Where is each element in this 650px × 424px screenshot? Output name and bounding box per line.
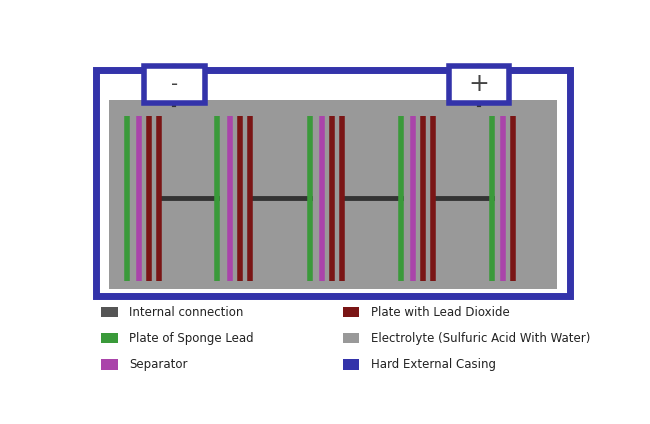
Bar	[96, 70, 570, 296]
Bar	[144, 66, 205, 103]
Bar	[449, 66, 510, 103]
Bar	[101, 333, 118, 343]
Bar	[101, 307, 118, 317]
Text: Plate of Sponge Lead: Plate of Sponge Lead	[129, 332, 254, 345]
Text: Internal connection: Internal connection	[129, 306, 244, 318]
Bar	[343, 333, 359, 343]
Bar	[109, 100, 557, 289]
Text: Separator: Separator	[129, 358, 188, 371]
Text: Plate with Lead Dioxide: Plate with Lead Dioxide	[371, 306, 510, 318]
Text: +: +	[469, 73, 489, 96]
Bar	[343, 307, 359, 317]
Bar	[343, 359, 359, 370]
Text: Hard External Casing: Hard External Casing	[371, 358, 496, 371]
Text: -: -	[171, 75, 178, 94]
Bar	[101, 359, 118, 370]
Text: Electrolyte (Sulfuric Acid With Water): Electrolyte (Sulfuric Acid With Water)	[371, 332, 590, 345]
